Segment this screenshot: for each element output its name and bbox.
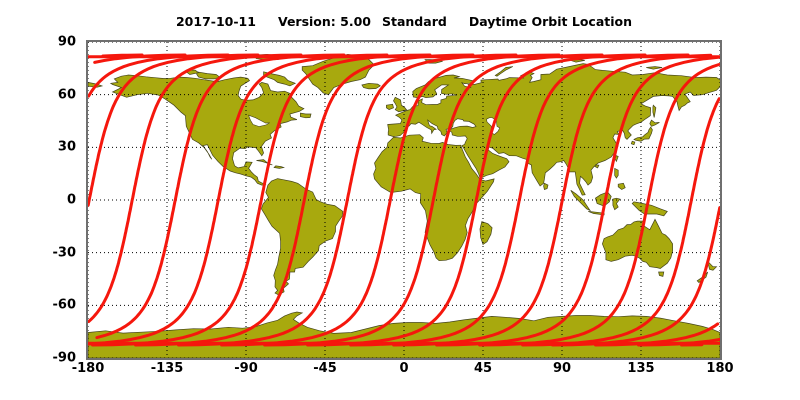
x-tick-label: 90 (552, 361, 572, 376)
y-tick-label: 0 (66, 192, 76, 208)
x-tick-label: 180 (706, 361, 734, 376)
y-tick-label: 90 (57, 34, 76, 50)
x-tick-label: 135 (627, 361, 655, 376)
y-tick-label: -90 (52, 350, 77, 366)
title-product: Standard (382, 14, 447, 29)
y-tick-label: 30 (57, 139, 76, 155)
y-tick-label: 60 (57, 87, 76, 103)
y-tick-label: -30 (52, 245, 77, 261)
map-frame (86, 40, 722, 360)
x-tick-label: -45 (313, 361, 337, 376)
x-tick-label: -90 (234, 361, 258, 376)
title-version: Version: 5.00 (277, 14, 371, 29)
plot-title: 2017-10-11 Version: 5.00 Standard Daytime O… (88, 14, 720, 29)
title-name: Daytime Orbit Location (468, 14, 632, 29)
x-tick-label: 0 (399, 361, 409, 376)
x-tick-label: -135 (150, 361, 184, 376)
x-tick-label: 45 (473, 361, 493, 376)
world-map (88, 42, 720, 358)
title-date: 2017-10-11 (175, 14, 256, 29)
y-tick-label: -60 (52, 297, 77, 313)
x-tick-label: -180 (71, 361, 105, 376)
